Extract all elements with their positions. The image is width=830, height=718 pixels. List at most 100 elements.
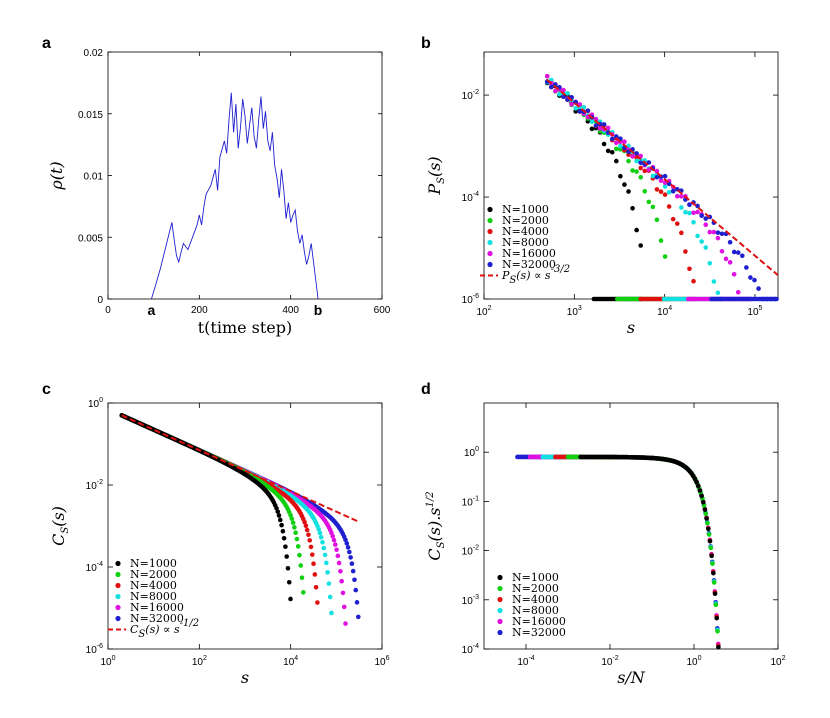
panel-b-xtick-label-base: 10 (657, 307, 669, 318)
panel-a-frame (107, 51, 383, 300)
panel-b-point-N=4000 (638, 165, 643, 171)
panel-b-ylabel: PS(s) (425, 156, 447, 195)
panel-c-legend-marker (115, 615, 121, 622)
panel-c-point-N=16000 (338, 569, 343, 574)
panel-c-xtick-label-base: 10 (100, 657, 112, 668)
panel-c-point-N=4000 (312, 572, 318, 577)
panel-b-legend-fit-label: PS(s) ∝ s-3/2 (501, 264, 570, 286)
panel-d-ytick-label: 10-1 (462, 495, 479, 508)
panel-b-point-N=1000 (634, 227, 639, 233)
panel-b-point-N=8000 (666, 189, 672, 195)
panel-b-point-N=32000 (634, 151, 639, 156)
panel-c-xtick-label: 100 (100, 655, 115, 668)
panel-b-point-N=4000 (674, 221, 680, 226)
panel-b-point-N=8000 (565, 91, 570, 96)
panel-d-point-N=1000 (716, 644, 721, 650)
panel-b-point-N=2000 (634, 169, 639, 174)
panel-c-xtick-label: 104 (283, 655, 298, 668)
panel-b-point-N=1000 (601, 141, 607, 147)
panel-b-ytick-label-exp: -4 (473, 191, 479, 198)
panel-b-point-N=32000 (740, 253, 745, 259)
panel-b-point-N=4000 (662, 192, 668, 197)
panel-b-point-N=32000 (735, 250, 741, 255)
panel-b-xtick-label-base: 10 (747, 307, 759, 318)
panel-d-ytick-label-base: 10 (462, 497, 474, 508)
panel-b-point-N=2000 (642, 189, 648, 194)
panel-c-ytick-label-exp: -2 (97, 479, 103, 486)
panel-c-point-N=32000 (344, 541, 350, 546)
panel-b-point-N=16000 (654, 168, 660, 174)
panel-b-point-N=1000 (609, 149, 615, 155)
panel-d-point-N=1000 (712, 591, 718, 597)
panel-d-ytick-label: 100 (464, 446, 479, 459)
panel-b-point-N=2000 (654, 217, 660, 223)
panel-b-xtick-label: 105 (747, 305, 762, 318)
panel-b-legend-marker (487, 228, 493, 235)
panel-a-xtick-label: 600 (374, 305, 391, 316)
panel-d-xtick-label: 100 (686, 655, 701, 668)
panel-d-ytick-label: 10-3 (462, 594, 479, 607)
panel-c-ytick-label: 10-4 (86, 561, 103, 574)
panel-b-point-N=16000 (597, 126, 603, 131)
panel-c-ytick-label-exp: 0 (99, 397, 103, 404)
panel-b-point-N=32000 (614, 134, 619, 139)
panel-b-point-N=16000 (679, 194, 684, 199)
panel-c-xtick-label-exp: 0 (112, 655, 116, 662)
panel-d-legend-label: N=2000 (512, 582, 559, 595)
panel-c-ytick-label-exp: -6 (97, 643, 103, 650)
panel-b-point-N=32000 (744, 265, 749, 270)
panel-c-point-N=16000 (331, 537, 337, 543)
panel-d-point-N=1000 (711, 570, 716, 576)
panel-c-point-N=32000 (350, 568, 356, 574)
panel-c-point-N=4000 (304, 527, 310, 533)
panel-b-point-N=16000 (727, 260, 733, 265)
panel-c-xtick-label-exp: 2 (203, 655, 207, 662)
panel-b-legend-label: N=8000 (502, 236, 549, 249)
panel-b-xtick-label-exp: 2 (488, 305, 492, 312)
panel-c-ytick-label: 100 (88, 397, 103, 410)
panel-b-legend-label: N=16000 (502, 247, 556, 260)
panel-b-point-N=8000 (662, 184, 668, 189)
panel-c-point-N=16000 (336, 560, 342, 566)
panel-b-point-N=32000 (715, 230, 721, 235)
panel-d-point-N=1000 (699, 493, 704, 499)
panel-b-point-N=8000 (679, 205, 684, 210)
panel-b-ytick-label-exp: -2 (473, 89, 479, 96)
panel-c-point-N=4000 (315, 600, 320, 605)
panel-c-point-N=16000 (339, 578, 344, 584)
panel-c-point-N=16000 (332, 542, 338, 547)
panel-c-point-N=2000 (293, 530, 298, 536)
panel-b-point-N=8000 (695, 233, 700, 239)
panel-d-point-N=1000 (694, 479, 699, 485)
panel-c-point-N=32000 (352, 577, 357, 583)
panel-d-xlabel-part: s/N (617, 668, 646, 687)
panel-b-point-N=4000 (658, 189, 664, 194)
panel-c-point-N=2000 (298, 563, 304, 568)
panel-b-xtick-label: 102 (476, 305, 491, 318)
panel-c-legend-marker (115, 593, 121, 600)
panel-b-point-N=1000 (614, 158, 619, 164)
panel-a-endpoint-start: a (147, 302, 155, 318)
panel-b-point-N=8000 (581, 104, 587, 110)
panel-b-legend-fit-label-part: S (509, 275, 516, 286)
panel-b-point-N=8000 (691, 219, 696, 225)
panel-c-ytick-label-base: 10 (86, 645, 98, 656)
panel-d-legend-marker (497, 618, 503, 625)
panel-c-point-N=4000 (309, 552, 315, 557)
panel-b-point-N=8000 (683, 209, 688, 215)
panel-c-point-N=16000 (330, 533, 336, 539)
panel-b-point-N=8000 (589, 119, 595, 125)
panel-a-xtick-label: 200 (191, 305, 208, 316)
panel-d-xtick-label-base: 10 (770, 657, 782, 668)
panel-c-ytick-label-exp: -4 (97, 561, 103, 568)
panel-b-legend-marker (487, 217, 493, 224)
panel-d-legend-label: N=32000 (512, 626, 566, 639)
panel-c-point-N=1000 (276, 513, 282, 518)
panel-b-point-N=32000 (605, 130, 611, 135)
panel-b-point-N=16000 (711, 229, 717, 235)
panel-label-a: a (42, 35, 51, 52)
panel-c-point-N=32000 (356, 614, 361, 620)
panel-c-point-N=1000 (283, 544, 288, 549)
panel-b-point-N=4000 (670, 216, 676, 222)
